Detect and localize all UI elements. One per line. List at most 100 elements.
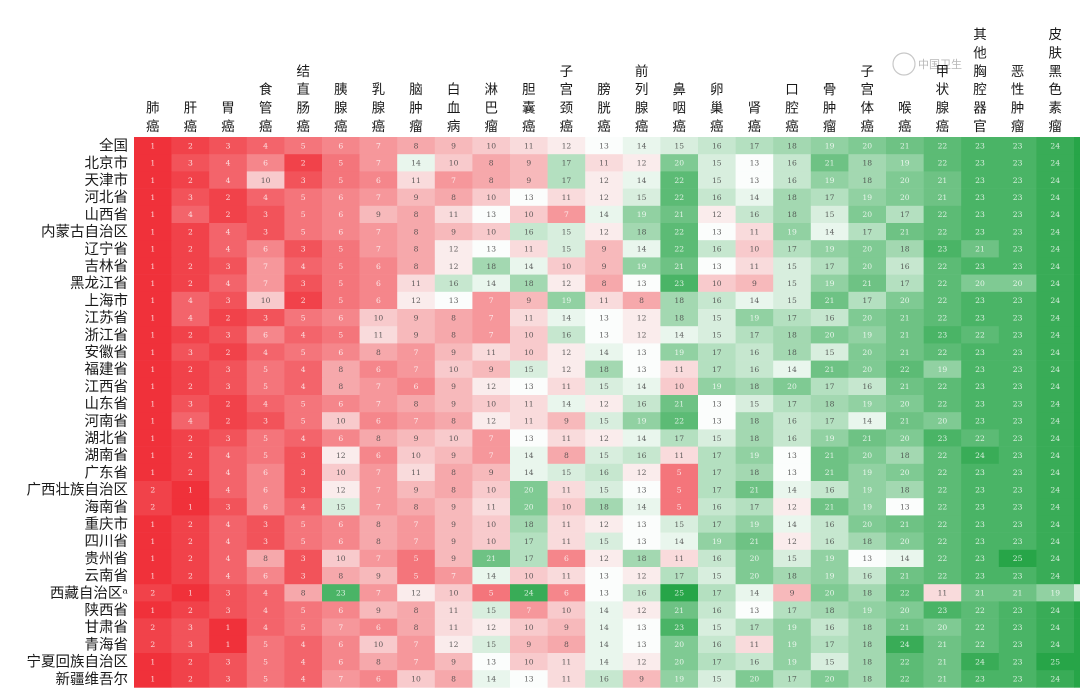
heatmap-cell xyxy=(848,549,887,568)
heatmap-cell-value: 5 xyxy=(263,657,268,666)
heatmap-cell xyxy=(810,205,849,224)
heatmap-cell-value: 16 xyxy=(712,503,722,512)
column-label-char: 食 xyxy=(259,81,273,98)
heatmap-cell xyxy=(284,154,323,172)
heatmap-cell-value: 6 xyxy=(376,675,381,684)
heatmap-cell xyxy=(547,584,586,602)
heatmap-cell xyxy=(246,291,285,310)
heatmap-cell xyxy=(1036,653,1075,671)
heatmap-cell-value: 15 xyxy=(712,434,722,443)
heatmap-cell-value: 6 xyxy=(338,640,343,649)
heatmap-cell xyxy=(134,257,172,275)
heatmap-cell-value: 18 xyxy=(787,210,797,219)
heatmap-cell-value: 7 xyxy=(376,503,381,512)
heatmap-cell xyxy=(886,291,924,310)
heatmap-cell xyxy=(1074,257,1080,275)
heatmap-cell xyxy=(848,377,887,396)
heatmap-cell-value: 22 xyxy=(938,159,948,168)
heatmap-cell-value: 1 xyxy=(150,141,155,150)
heatmap-cell-value: 8 xyxy=(338,382,343,391)
heatmap-cell-value: 21 xyxy=(1013,589,1023,598)
heatmap-cell-value: 5 xyxy=(301,210,306,219)
heatmap-cell xyxy=(209,326,248,344)
heatmap-cell xyxy=(322,137,360,155)
heatmap-cell xyxy=(585,188,624,207)
heatmap-cell xyxy=(773,137,812,155)
heatmap-cell xyxy=(848,584,887,602)
heatmap-cell xyxy=(359,274,398,293)
heatmap-cell-value: 11 xyxy=(562,675,572,684)
heatmap-cell xyxy=(773,532,812,551)
heatmap-cell xyxy=(434,274,473,293)
heatmap-cell xyxy=(547,188,586,207)
heatmap-cell xyxy=(322,532,360,551)
heatmap-cell xyxy=(1074,309,1080,327)
heatmap-cell xyxy=(886,463,924,482)
heatmap-cell xyxy=(434,154,473,172)
heatmap-cell-value: 20 xyxy=(938,623,948,632)
heatmap-cell xyxy=(735,377,774,396)
heatmap-cell xyxy=(622,670,661,688)
heatmap-cell xyxy=(1074,360,1080,379)
heatmap-cell xyxy=(886,188,924,207)
heatmap-cell xyxy=(434,377,473,396)
heatmap-cell-value: 9 xyxy=(451,348,456,357)
heatmap-cell xyxy=(923,481,962,499)
heatmap-cell-value: 6 xyxy=(338,141,343,150)
heatmap-cell-value: 2 xyxy=(301,159,306,168)
column-label-char: 腺 xyxy=(372,101,386,117)
heatmap-cell xyxy=(397,395,436,413)
heatmap-cell xyxy=(510,653,548,671)
column-label-char: 宫 xyxy=(560,82,574,98)
heatmap-cell xyxy=(171,343,210,361)
heatmap-cell xyxy=(810,377,849,396)
heatmap-cell-value: 7 xyxy=(489,451,494,460)
heatmap-cell xyxy=(1036,291,1075,310)
row-label: 天津市 xyxy=(85,172,129,189)
heatmap-cell-value: 1 xyxy=(150,176,155,185)
heatmap-cell xyxy=(810,223,849,241)
heatmap-cell xyxy=(998,618,1037,637)
heatmap-cell xyxy=(397,567,436,585)
heatmap-cell-value: 23 xyxy=(1013,348,1023,357)
heatmap-cell xyxy=(848,137,887,155)
heatmap-cell xyxy=(397,240,436,258)
heatmap-cell xyxy=(698,584,736,602)
heatmap-cell-value: 18 xyxy=(674,313,684,322)
heatmap-cell xyxy=(397,223,436,241)
heatmap-cell xyxy=(698,429,736,447)
heatmap-cell-value: 11 xyxy=(562,571,572,580)
heatmap-cell-value: 12 xyxy=(599,227,609,236)
heatmap-cell-value: 23 xyxy=(975,159,985,168)
heatmap-cell xyxy=(434,395,473,413)
heatmap-cell xyxy=(698,670,736,688)
column-label-char: 咽 xyxy=(672,101,686,117)
heatmap-cell xyxy=(585,377,624,396)
heatmap-cell xyxy=(1074,601,1080,619)
heatmap-cell-value: 21 xyxy=(900,623,910,632)
heatmap-cell xyxy=(510,171,548,189)
heatmap-cell-value: 8 xyxy=(564,640,569,649)
heatmap-cell-value: 22 xyxy=(938,262,948,271)
heatmap-cell-value: 8 xyxy=(451,675,456,684)
heatmap-cell-value: 23 xyxy=(1013,227,1023,236)
heatmap-cell-value: 14 xyxy=(524,468,534,477)
heatmap-cell xyxy=(848,498,887,516)
heatmap-cell xyxy=(434,223,473,241)
heatmap-cell xyxy=(397,481,436,499)
column-label-char: 脑 xyxy=(409,82,423,98)
heatmap-cell-value: 21 xyxy=(900,313,910,322)
heatmap-cell xyxy=(961,274,1000,293)
heatmap-cell-value: 3 xyxy=(226,675,231,684)
heatmap-cell-value: 20 xyxy=(862,210,872,219)
heatmap-cell-value: 11 xyxy=(411,468,421,477)
column-label-char: 列 xyxy=(635,82,649,98)
heatmap-cell-value: 19 xyxy=(1050,589,1060,598)
column-label-char: 他 xyxy=(973,45,987,61)
heatmap-cell-value: 13 xyxy=(750,159,760,168)
heatmap-cell xyxy=(246,670,285,688)
heatmap-cell-value: 22 xyxy=(938,382,948,391)
heatmap-cell xyxy=(1074,463,1080,482)
heatmap-cell-value: 20 xyxy=(1013,279,1023,288)
